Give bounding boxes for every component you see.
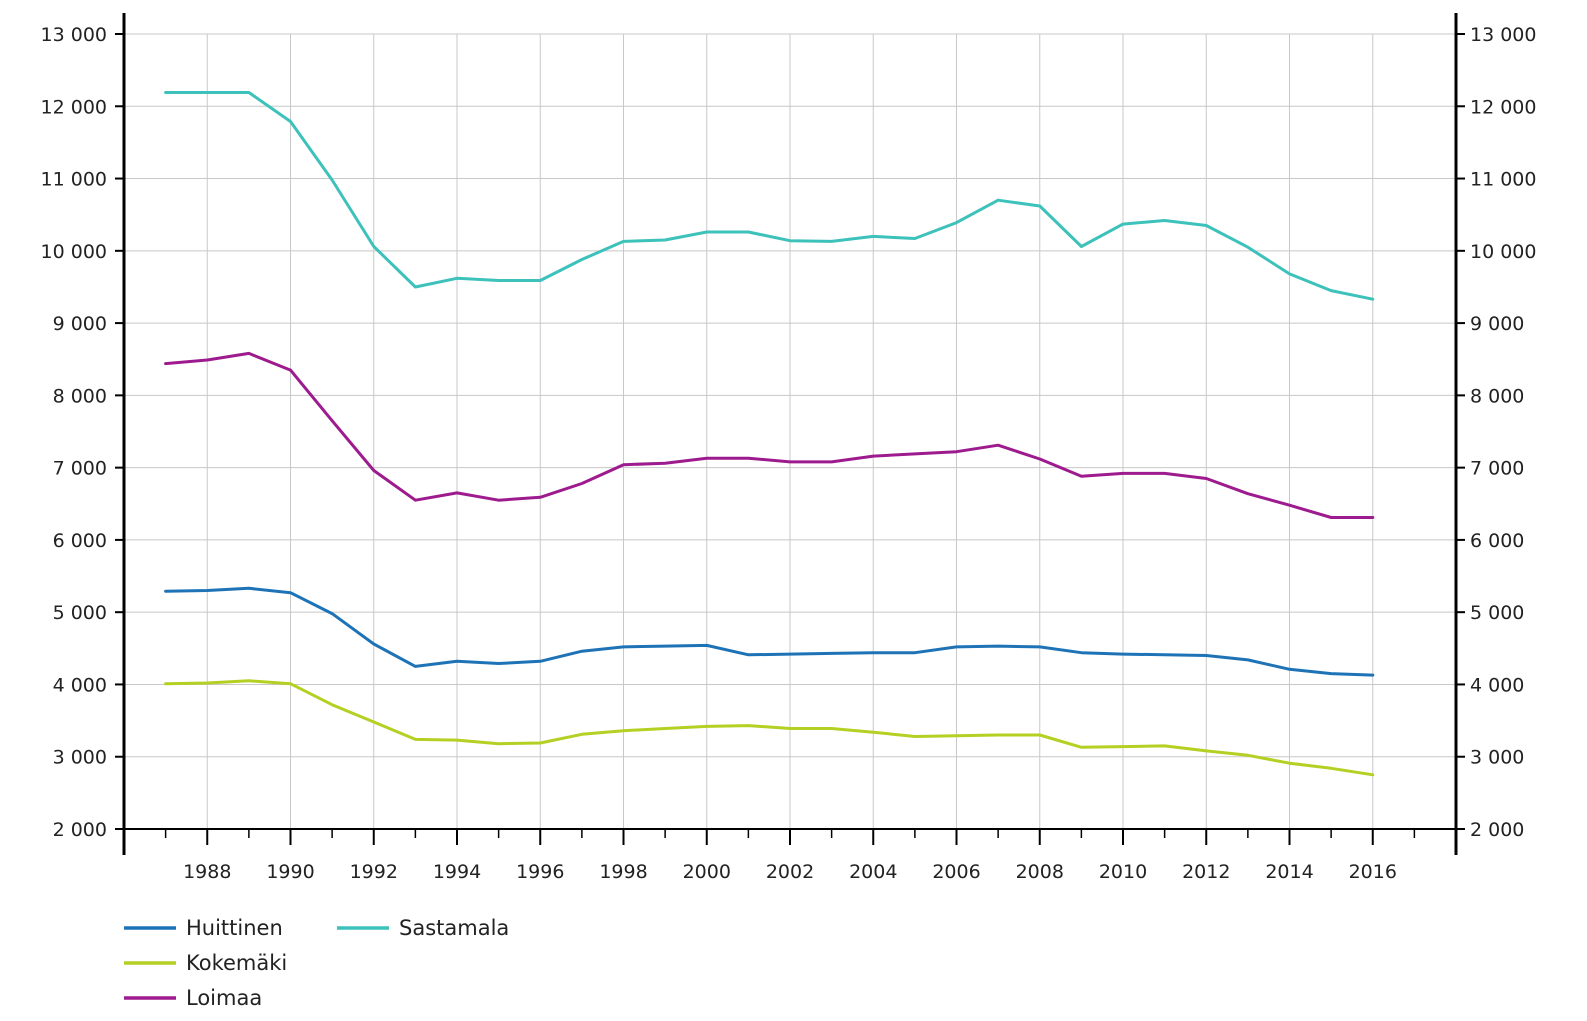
x-tick-label: 1998: [599, 861, 647, 883]
legend-label-sastamala: Sastamala: [399, 916, 509, 940]
series-line-huittinen: [164, 586, 1375, 677]
y-tick-label-right: 6 000: [1470, 530, 1524, 552]
y-tick-label-right: 10 000: [1470, 241, 1536, 263]
gridlines: [124, 33, 1456, 830]
x-tick-label: 2014: [1265, 861, 1313, 883]
legend: Huittinen Kokemäki Loimaa Sastamala: [124, 916, 509, 1010]
x-tick-label: 2008: [1016, 861, 1064, 883]
y-tick-label-left: 2 000: [53, 819, 107, 841]
series-line-sastamala: [164, 91, 1375, 301]
y-tick-label-left: 4 000: [53, 674, 107, 696]
x-tick-label: 2000: [683, 861, 731, 883]
y-tick-label-left: 9 000: [53, 313, 107, 335]
x-tick-label: 1992: [350, 861, 398, 883]
y-tick-label-right: 8 000: [1470, 385, 1524, 407]
y-tick-label-left: 6 000: [53, 530, 107, 552]
x-tick-label: 1994: [433, 861, 481, 883]
x-tick-label: 1988: [183, 861, 231, 883]
y-tick-label-right: 9 000: [1470, 313, 1524, 335]
y-tick-label-right: 3 000: [1470, 747, 1524, 769]
series-lines: [164, 91, 1375, 777]
y-tick-label-right: 5 000: [1470, 602, 1524, 624]
y-tick-label-right: 7 000: [1470, 458, 1524, 480]
x-tick-label: 2004: [849, 861, 897, 883]
x-tick-label: 1990: [266, 861, 314, 883]
y-tick-label-right: 11 000: [1470, 169, 1536, 191]
x-tick-label: 2006: [932, 861, 980, 883]
y-tick-label-left: 10 000: [41, 241, 107, 263]
x-tick-label: 2016: [1349, 861, 1397, 883]
y-tick-label-right: 4 000: [1470, 674, 1524, 696]
y-tick-label-left: 3 000: [53, 747, 107, 769]
y-tick-label-left: 8 000: [53, 385, 107, 407]
legend-label-kokem-ki: Kokemäki: [186, 951, 287, 975]
legend-label-huittinen: Huittinen: [186, 916, 283, 940]
x-tick-label: 2002: [766, 861, 814, 883]
y-tick-label-left: 12 000: [41, 96, 107, 118]
y-tick-label-left: 11 000: [41, 169, 107, 191]
y-tick-label-left: 5 000: [53, 602, 107, 624]
series-line-loimaa: [164, 351, 1375, 519]
y-tick-label-left: 7 000: [53, 458, 107, 480]
x-tick-label: 1996: [516, 861, 564, 883]
x-tick-label: 2012: [1182, 861, 1230, 883]
y-tick-label-right: 12 000: [1470, 96, 1536, 118]
y-tick-label-right: 13 000: [1470, 24, 1536, 46]
legend-label-loimaa: Loimaa: [186, 986, 262, 1010]
x-tick-label: 2010: [1099, 861, 1147, 883]
series-line-kokem-ki: [164, 679, 1375, 777]
axes: 1988 1990 1992 1994 1996 1998 2000 2002 2004 2006…: [41, 13, 1536, 883]
y-tick-label-left: 13 000: [41, 24, 107, 46]
y-tick-label-right: 2 000: [1470, 819, 1524, 841]
